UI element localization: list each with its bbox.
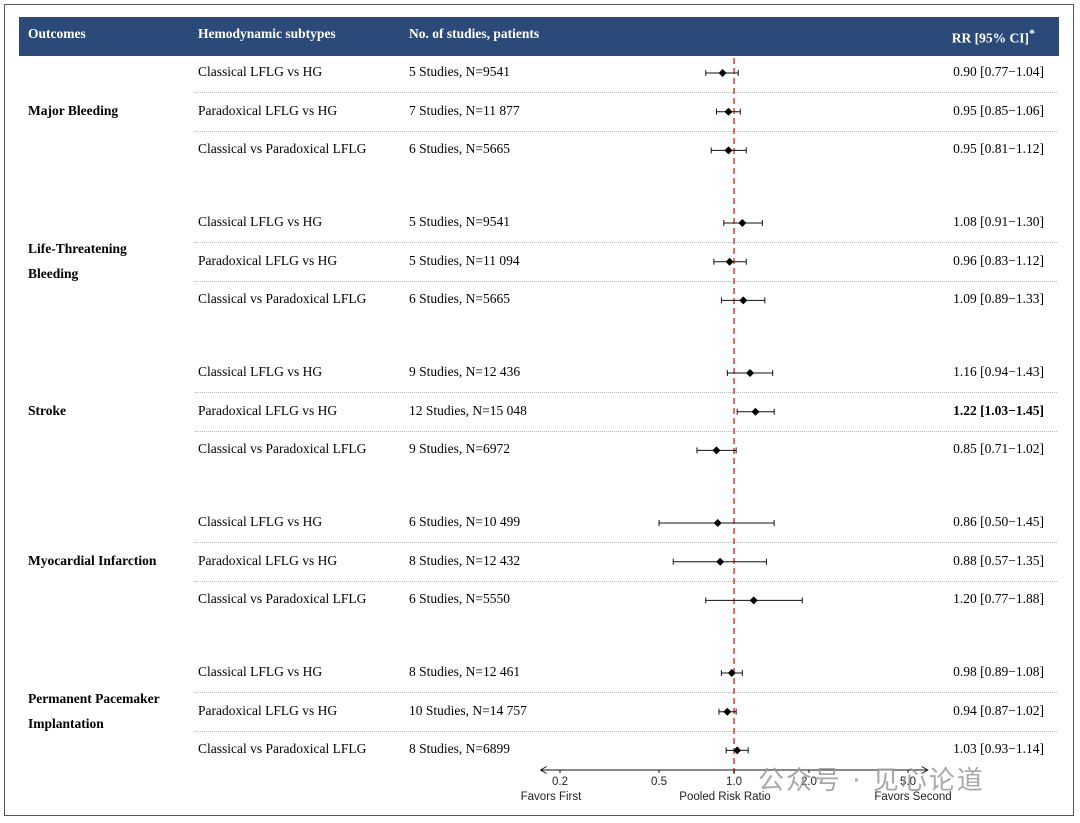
favors-second-label: Favors Second xyxy=(874,791,951,803)
x-axis-arrow-left xyxy=(539,766,547,774)
point-estimate xyxy=(733,746,742,755)
row-subtype: Paradoxical LFLG vs HG xyxy=(198,702,338,718)
outcome-label: Permanent Pacemaker xyxy=(28,690,160,706)
row-studies: 6 Studies, N=5665 xyxy=(409,291,510,307)
row-rr: 0.95 [0.81−1.12] xyxy=(953,141,1044,157)
outcome-label: Stroke xyxy=(28,403,67,419)
header-studies: No. of studies, patients xyxy=(409,26,540,41)
x-tick-label: 0.2 xyxy=(552,776,568,788)
point-estimate xyxy=(724,107,733,116)
row-separator xyxy=(195,242,1057,243)
x-tick-label: 5.0 xyxy=(900,776,916,788)
x-tick-label: 1.0 xyxy=(726,776,742,788)
row-rr: 0.88 [0.57−1.35] xyxy=(953,552,1044,568)
row-separator xyxy=(195,580,1057,582)
outcome-label: Major Bleeding xyxy=(28,103,119,119)
row-separator xyxy=(195,130,1057,132)
row-rr: 0.90 [0.77−1.04] xyxy=(953,64,1044,79)
outcome-label: Myocardial Infarction xyxy=(28,553,157,569)
point-estimate xyxy=(751,407,760,416)
row-subtype: Classical vs Paradoxical LFLG xyxy=(198,741,367,757)
row-studies: 9 Studies, N=12 436 xyxy=(409,364,521,379)
outcome-label: Implantation xyxy=(28,715,104,731)
row-separator xyxy=(195,280,1057,282)
point-estimate xyxy=(716,557,725,566)
row-studies: 6 Studies, N=10 499 xyxy=(409,514,521,529)
row-studies: 9 Studies, N=6972 xyxy=(409,441,510,457)
row-studies: 10 Studies, N=14 757 xyxy=(409,702,527,718)
row-subtype: Classical vs Paradoxical LFLG xyxy=(198,291,367,307)
row-subtype: Classical LFLG vs HG xyxy=(198,664,323,679)
row-rr: 0.96 [0.83−1.12] xyxy=(953,252,1044,268)
row-separator xyxy=(195,430,1057,432)
point-estimate xyxy=(739,296,748,305)
row-subtype: Classical vs Paradoxical LFLG xyxy=(198,441,367,457)
header-outcomes: Outcomes xyxy=(28,26,86,41)
point-estimate xyxy=(718,69,727,77)
row-rr: 0.95 [0.85−1.06] xyxy=(953,102,1044,118)
watermark: 公众号 · 见心论道 xyxy=(758,766,985,796)
point-estimate xyxy=(738,219,747,227)
header-rr-label: RR [95% CI] xyxy=(951,30,1029,46)
row-studies: 8 Studies, N=12 432 xyxy=(409,552,521,568)
row-subtype: Paradoxical LFLG vs HG xyxy=(198,102,338,118)
row-rr: 0.86 [0.50−1.45] xyxy=(953,514,1044,529)
row-subtype: Classical vs Paradoxical LFLG xyxy=(198,591,367,607)
favors-first-label: Favors First xyxy=(521,791,583,803)
row-subtype: Classical LFLG vs HG xyxy=(198,214,323,229)
x-tick-label: 0.5 xyxy=(651,776,667,788)
header-rr-asterisk: * xyxy=(1029,26,1035,40)
row-studies: 7 Studies, N=11 877 xyxy=(409,102,520,118)
row-separator xyxy=(195,730,1057,732)
outcome-label: Life-Threatening xyxy=(28,240,127,256)
point-estimate xyxy=(712,446,721,455)
x-axis-arrow-right xyxy=(921,766,929,774)
row-subtype: Paradoxical LFLG vs HG xyxy=(198,552,338,568)
point-estimate xyxy=(724,146,733,155)
row-subtype: Paradoxical LFLG vs HG xyxy=(198,402,338,418)
row-rr: 1.09 [0.89−1.33] xyxy=(953,291,1044,307)
row-subtype: Classical LFLG vs HG xyxy=(198,514,323,529)
header-subtypes: Hemodynamic subtypes xyxy=(198,26,336,41)
row-rr: 1.20 [0.77−1.88] xyxy=(953,591,1044,607)
row-rr: 0.94 [0.87−1.02] xyxy=(953,702,1044,718)
row-separator xyxy=(195,542,1057,543)
row-separator xyxy=(195,692,1057,693)
table-header: Outcomes Hemodynamic subtypes No. of stu… xyxy=(19,17,1059,56)
row-subtype: Classical vs Paradoxical LFLG xyxy=(198,141,367,157)
point-estimate xyxy=(723,707,732,716)
row-studies: 6 Studies, N=5550 xyxy=(409,591,510,607)
row-studies: 5 Studies, N=9541 xyxy=(409,64,510,79)
point-estimate xyxy=(725,257,734,266)
row-separator xyxy=(195,92,1057,93)
x-tick-label: 2.0 xyxy=(801,776,817,788)
row-studies: 8 Studies, N=12 461 xyxy=(409,664,521,679)
row-rr: 0.98 [0.89−1.08] xyxy=(953,664,1044,679)
row-studies: 5 Studies, N=11 094 xyxy=(409,252,520,268)
outcome-label: Bleeding xyxy=(28,265,79,281)
row-studies: 8 Studies, N=6899 xyxy=(409,741,510,757)
header-rr: RR [95% CI]* xyxy=(952,26,1035,47)
row-subtype: Paradoxical LFLG vs HG xyxy=(198,252,338,268)
x-axis-label: Pooled Risk Ratio xyxy=(679,791,770,803)
point-estimate xyxy=(713,519,722,527)
row-rr: 1.03 [0.93−1.14] xyxy=(953,741,1044,757)
point-estimate xyxy=(749,596,758,605)
row-subtype: Classical LFLG vs HG xyxy=(198,364,323,379)
point-estimate xyxy=(746,369,755,377)
figure-frame xyxy=(4,4,1074,816)
row-subtype: Classical LFLG vs HG xyxy=(198,64,323,79)
row-studies: 5 Studies, N=9541 xyxy=(409,214,510,229)
point-estimate xyxy=(727,669,736,677)
row-rr: 1.22 [1.03−1.45] xyxy=(953,402,1044,418)
row-studies: 6 Studies, N=5665 xyxy=(409,141,510,157)
row-rr: 1.08 [0.91−1.30] xyxy=(953,214,1044,229)
row-rr: 0.85 [0.71−1.02] xyxy=(953,441,1044,457)
row-separator xyxy=(195,392,1057,393)
row-studies: 12 Studies, N=15 048 xyxy=(409,402,527,418)
row-rr: 1.16 [0.94−1.43] xyxy=(953,364,1044,379)
